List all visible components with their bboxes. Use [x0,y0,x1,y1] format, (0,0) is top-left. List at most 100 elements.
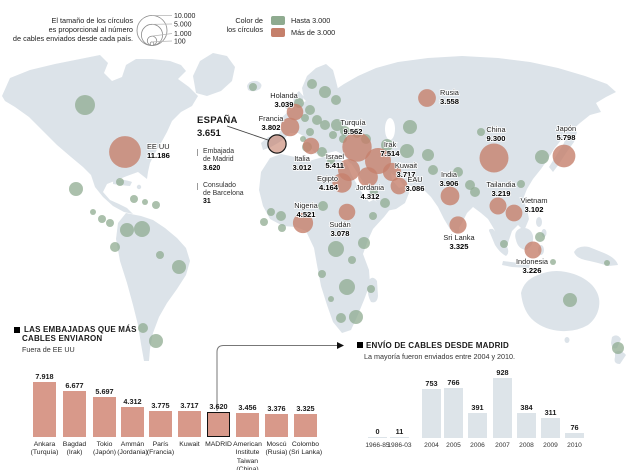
country-circle-minor [381,139,393,151]
embassy-bar-value: 6.677 [65,381,84,390]
country-circle-vietnam [505,204,523,222]
legend-color-title-line: Color de [235,16,263,25]
country-circle-indonesia [524,241,542,259]
madrid-bar-2010 [565,433,584,438]
country-value-sudan: 3.078 [330,229,349,238]
title-line: LAS EMBAJADAS QUE MÁS [24,325,137,334]
madrid-bar-value: 0 [375,427,380,436]
country-circle-minor [116,178,124,186]
legend-color-item: Hasta 3.000 [271,16,335,25]
country-circle-minor [142,199,148,205]
country-circle-minor [367,285,375,293]
country-circle-minor [535,150,549,164]
note-line: de Barcelona [203,190,244,198]
legend-color-item: Más de 3.000 [271,27,335,37]
country-circle-minor [550,259,556,265]
country-circle-minor [358,237,370,249]
embassy-bar-bagdad [63,391,86,437]
legend-size-circle [149,41,155,46]
country-label-china: China [486,125,506,134]
madrid-bar-value: 928 [496,368,509,377]
legend-color-title: Color de los círculos [205,16,264,34]
country-circle-minor [120,223,134,237]
embassy-bar-value: 5.697 [95,387,114,396]
madrid-bar-2008 [517,413,536,438]
embassy-bar-value: 3.620 [209,402,228,411]
madrid-connector-line [216,345,337,411]
country-label-italia: Italia [294,154,311,163]
country-circle-espana [267,134,287,154]
country-circle-sudan [338,203,356,221]
embassy-bar-label: American Institute Taiwan (China) [233,441,262,470]
country-circle-minor [400,144,414,158]
country-value-nigeria: 4.521 [296,210,316,219]
africa [259,154,391,333]
tasmania [564,337,570,343]
country-circle-minor [260,218,268,226]
barcelona-consulate-note: Consulado de Barcelona 31 [197,182,267,207]
note-line: Embajada [203,148,235,155]
note-value: 31 [203,198,211,206]
spain-label: ESPAÑA [197,115,238,126]
country-value-india: 3.906 [439,179,458,188]
country-circle-minor [453,167,463,177]
embassy-bar-label: Kuwait [179,441,200,448]
country-value-japon: 5.798 [556,133,575,142]
country-circle-holanda [286,103,304,121]
country-circle-minor [149,334,163,348]
madrid-bar-year-label: 2010 [567,442,582,449]
embassy-bar-value: 3.325 [296,404,315,413]
south-america [116,213,190,361]
country-label-sudan: Sudán [329,220,350,229]
country-circle-nigeria [292,212,314,234]
madrid-bar-year-label: 2006 [470,442,485,449]
country-circle-minor [500,240,508,248]
new-guinea [574,246,618,266]
country-label-israel: Israel [326,152,344,161]
connector-arrow-icon [337,342,344,349]
embassy-bar-value: 7.918 [35,372,54,381]
madrid-bar-year-label: 1966-85 [365,442,390,449]
note-line: de Madrid [203,156,234,164]
embassy-bar-label: Tokio (Japón) [92,441,117,457]
country-circle-minor [307,79,317,89]
country-circle-minor [403,120,417,134]
embassies-chart-title: LAS EMBAJADAS QUE MÁS CABLES ENVIARON [22,325,184,344]
country-value-eau: 3.086 [405,184,424,193]
country-circle-egipto [332,173,352,193]
country-circle-minor [348,256,356,264]
country-label-ee-uu: EE UU [147,142,170,151]
australia [521,271,600,332]
legend-leader-line [151,40,173,43]
country-circle-minor [172,260,186,274]
country-circle-minor [249,83,257,91]
embassy-bar-amman [121,407,144,437]
country-circle-minor [422,149,434,161]
country-circle-minor [90,209,96,215]
country-value-vietnam: 3.102 [524,205,543,214]
country-value-jordania: 4.312 [360,192,379,201]
embassy-bar-tokio [93,397,116,437]
madrid-bar-2004 [422,389,441,438]
legend-note-line: de cables enviados desde cada país. [12,34,133,44]
country-circles [109,89,576,259]
country-circle-minor [75,95,95,115]
madrid-bar-value: 311 [544,408,557,417]
embassies-chart-subtitle: Fuera de EE UU [22,345,75,354]
legend-size-label: 5.000 [174,22,192,29]
country-circle-minor [470,187,480,197]
madrid-bar-value: 76 [570,423,579,432]
country-circle-jordania [358,167,378,187]
title-line: CABLES ENVIARON [22,334,103,344]
country-circle-minor [110,242,120,252]
madrid-bar-1966-85 [368,437,387,438]
country-circle-minor [300,136,306,142]
country-circle-minor [340,126,350,136]
country-circle-minor [319,86,331,98]
eurasia [261,56,616,251]
country-circle-minor [604,260,610,266]
country-value-rusia: 3.558 [440,97,459,106]
